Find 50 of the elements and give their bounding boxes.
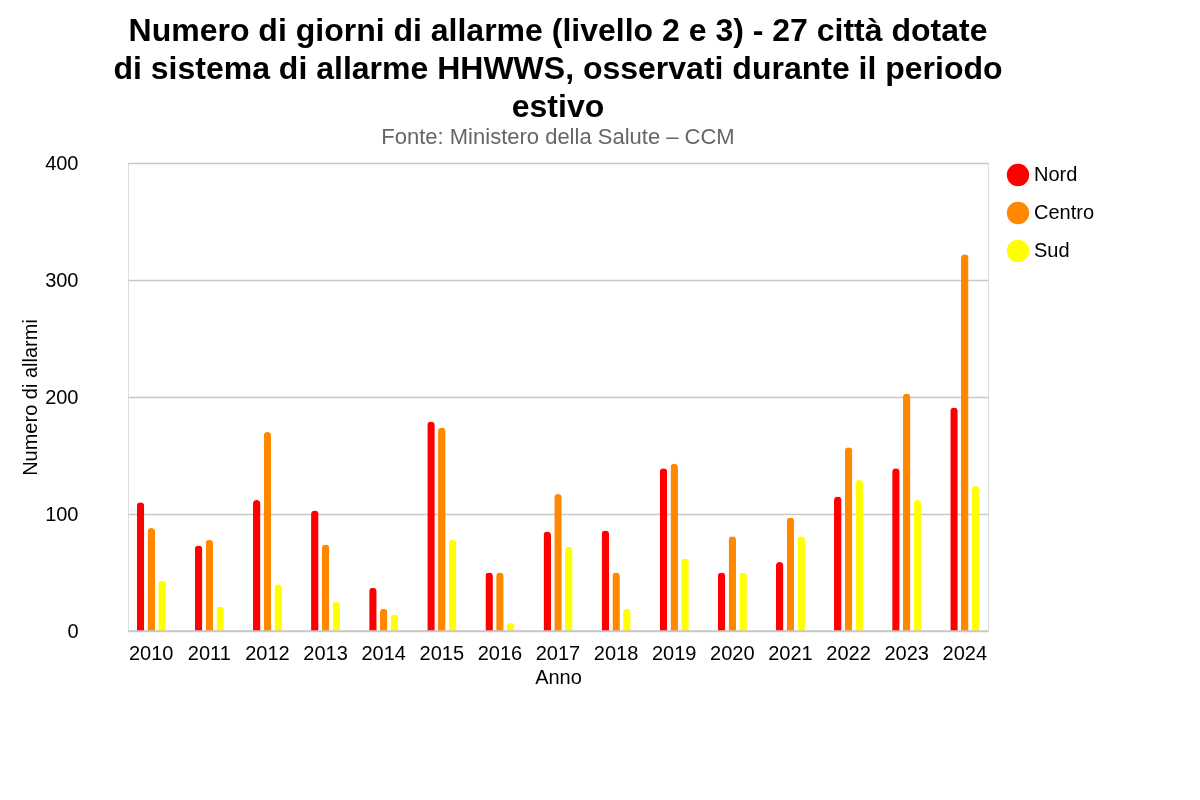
text: Numero di giorni di allarme (livello 2 e 3) - 27 città dotate (128, 12, 988, 48)
bar (601, 530, 610, 631)
y-tick-label: 200 (45, 385, 79, 408)
y-tick-label: 0 (67, 619, 79, 642)
x-tick-label: 2021 (768, 641, 813, 664)
legend-label: Nord (1034, 163, 1078, 185)
bar (971, 485, 980, 631)
x-tick-label: 2010 (128, 641, 174, 664)
x-tick-label: 2022 (826, 641, 871, 664)
x-tick-label: 2017 (535, 641, 581, 664)
y-tick-label: 300 (45, 268, 79, 291)
bar (564, 546, 573, 631)
bar (543, 531, 552, 631)
bar (960, 254, 969, 631)
text: estivo (511, 88, 605, 124)
bar (786, 517, 795, 631)
y-tick-label: 400 (45, 151, 79, 174)
y-tick-label: 100 (45, 502, 79, 525)
x-tick-label: 2019 (651, 641, 697, 664)
bar (448, 539, 457, 631)
chart-subtitle: Fonte: Ministero della Salute – CCM (381, 124, 735, 149)
bar (194, 545, 203, 631)
bar (321, 544, 330, 631)
bar (728, 536, 737, 631)
bar (855, 480, 864, 631)
x-axis-title: Anno (535, 665, 582, 688)
x-tick-label: 2016 (477, 641, 523, 664)
x-tick-label: 2013 (303, 641, 348, 664)
legend-label: Centro (1034, 201, 1095, 223)
bar (913, 499, 922, 631)
bar (844, 447, 853, 631)
bar (263, 432, 272, 631)
text: di sistema di allarme HHWWS, osservati durante il periodo (113, 50, 1003, 86)
x-tick-label: 2020 (710, 641, 755, 664)
y-axis-title: Numero di allarmi (19, 319, 42, 476)
legend-label: Sud (1034, 239, 1070, 261)
bar (659, 468, 668, 631)
x-tick-label: 2024 (942, 641, 988, 664)
x-tick-label: 2015 (419, 641, 465, 664)
bar (252, 499, 261, 631)
x-tick-label: 2018 (593, 641, 639, 664)
x-tick-label: 2014 (361, 641, 406, 664)
x-tick-label: 2011 (187, 641, 231, 664)
bar (205, 539, 214, 631)
x-tick-label: 2012 (245, 641, 290, 664)
bar (902, 393, 911, 631)
x-tick-label: 2023 (884, 641, 929, 664)
bar (775, 561, 784, 631)
bar (147, 528, 156, 631)
bar (136, 502, 145, 631)
